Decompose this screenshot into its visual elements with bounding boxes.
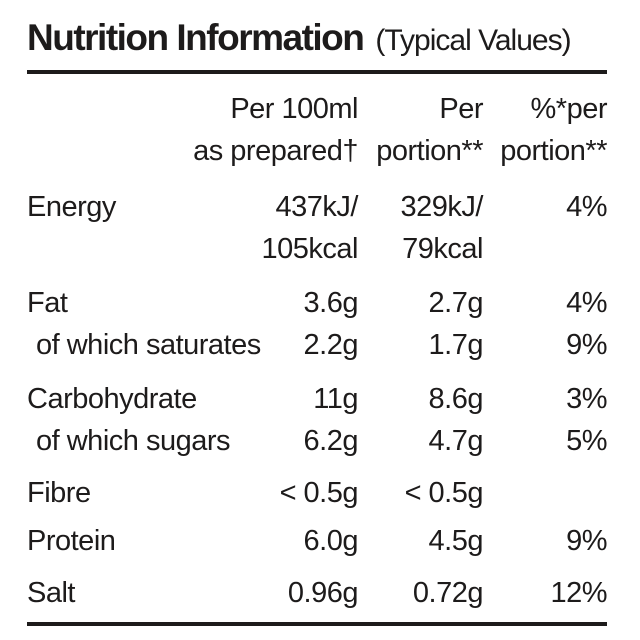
table-header-row: Per 100ml as prepared† Per portion** %*p…: [27, 88, 607, 172]
per-100ml-value: 6.2g: [303, 425, 359, 457]
percent-value: 12%: [550, 577, 607, 609]
per-portion-value: 0.72g: [412, 577, 484, 609]
per-portion-value: 4.5g: [428, 525, 484, 557]
panel-title: Nutrition Information (Typical Values): [27, 16, 607, 60]
column-header-per-portion: Per portion**: [376, 93, 483, 167]
percent-value: 5%: [566, 425, 607, 457]
table-row-fat: Fat 3.6g 2.7g 4%: [27, 282, 608, 324]
nutrition-table: Per 100ml as prepared† Per portion** %*p…: [27, 88, 608, 614]
table-row-salt: Salt 0.96g 0.72g 12%: [27, 572, 608, 614]
percent-value: 9%: [566, 525, 607, 557]
per-100ml-value: 0.96g: [287, 577, 359, 609]
per-100ml-value: 3.6g: [303, 287, 359, 319]
column-header-per-100ml: Per 100ml as prepared†: [193, 93, 358, 167]
percent-value: 9%: [566, 329, 607, 361]
nutrient-label: of which sugars: [36, 425, 231, 457]
per-100ml-value: < 0.5g: [279, 477, 359, 509]
per-portion-value: 329kJ/ 79kcal: [400, 191, 484, 265]
nutrient-label: Fat: [27, 287, 68, 319]
table-row-fibre: Fibre < 0.5g < 0.5g: [27, 472, 607, 514]
per-portion-value: < 0.5g: [404, 477, 484, 509]
per-portion-value: 8.6g: [428, 383, 484, 415]
top-rule: [27, 70, 607, 74]
table-row-saturates: of which saturates 2.2g 1.7g 9%: [27, 324, 608, 366]
title-main: Nutrition Information: [27, 17, 365, 58]
title-sub: (Typical Values): [375, 24, 571, 57]
nutrient-label: Carbohydrate: [27, 383, 197, 415]
per-portion-value: 1.7g: [428, 329, 484, 361]
bottom-rule: [27, 622, 607, 626]
per-100ml-value: 6.0g: [303, 525, 359, 557]
percent-value: 4%: [566, 287, 607, 319]
table-row-energy: Energy 437kJ/ 105kcal 329kJ/ 79kcal 4%: [27, 186, 608, 270]
nutrient-label: of which saturates: [36, 329, 261, 361]
nutrient-label: Salt: [27, 577, 75, 609]
per-100ml-value: 11g: [313, 383, 358, 415]
percent-value: 3%: [566, 383, 607, 415]
per-portion-value: 4.7g: [428, 425, 484, 457]
nutrient-label: Energy: [27, 191, 116, 223]
column-header-percent-per-portion: %*per portion**: [500, 93, 607, 167]
per-portion-value: 2.7g: [428, 287, 484, 319]
table-row-sugars: of which sugars 6.2g 4.7g 5%: [27, 420, 608, 462]
per-100ml-value: 437kJ/ 105kcal: [261, 191, 359, 265]
table-row-protein: Protein 6.0g 4.5g 9%: [27, 520, 608, 562]
table-row-carbohydrate: Carbohydrate 11g 8.6g 3%: [27, 378, 608, 420]
percent-value: 4%: [566, 191, 607, 223]
nutrient-label: Fibre: [27, 477, 91, 509]
per-100ml-value: 2.2g: [303, 329, 359, 361]
nutrient-label: Protein: [27, 525, 116, 557]
